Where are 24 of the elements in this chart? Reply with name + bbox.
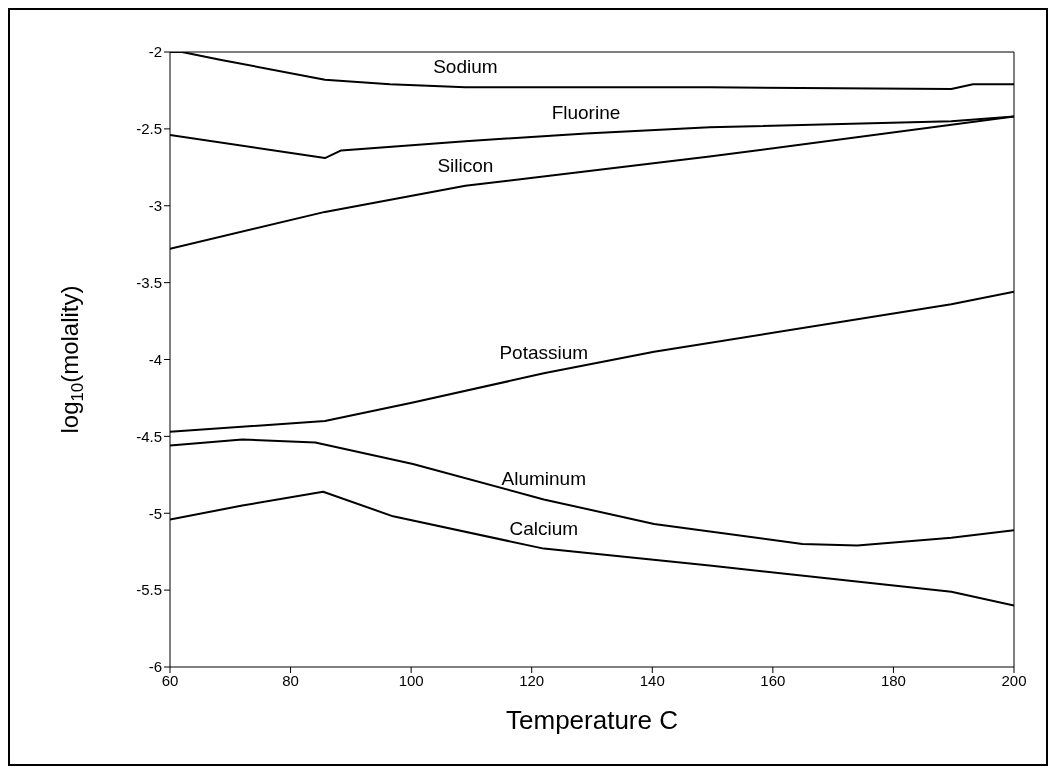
- y-tick-label: -2: [148, 43, 162, 61]
- x-tick-label: 140: [639, 671, 665, 689]
- y-tick-label: -2.5: [136, 120, 162, 138]
- series-label: Potassium: [499, 342, 589, 364]
- y-tick-label: -5: [148, 504, 162, 522]
- x-tick-label: 200: [1001, 671, 1027, 689]
- x-tick-label: 100: [398, 671, 424, 689]
- x-tick-label: 80: [282, 671, 299, 689]
- x-tick-label: 60: [161, 671, 179, 689]
- series-label: Aluminum: [501, 468, 587, 490]
- y-tick-label: -3: [148, 197, 162, 215]
- series-label: Fluorine: [551, 102, 621, 124]
- x-tick-label: 120: [519, 671, 545, 689]
- y-tick-label: -5.5: [136, 581, 162, 599]
- y-tick-label: -4.5: [136, 427, 162, 445]
- series-label: Sodium: [433, 56, 498, 78]
- x-axis-title: Temperature C: [506, 705, 678, 735]
- series-label: Silicon: [437, 154, 494, 176]
- y-tick-label: -3.5: [136, 273, 162, 291]
- y-tick-label: -6: [148, 658, 162, 676]
- series-label: Calcium: [509, 517, 579, 539]
- x-tick-label: 160: [760, 671, 786, 689]
- x-tick-label: 180: [880, 671, 906, 689]
- y-tick-label: -4: [148, 350, 162, 368]
